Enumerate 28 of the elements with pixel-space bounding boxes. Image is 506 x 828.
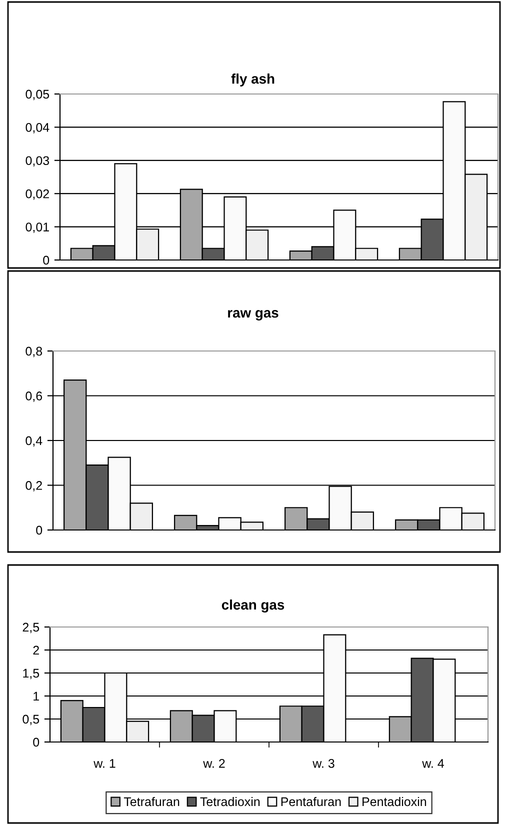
x-tick-label: w. 1 <box>94 759 116 768</box>
y-tick-label: 0,6 <box>26 392 42 402</box>
y-tick-label: 0 <box>43 256 50 265</box>
chart-title: clean gas <box>222 599 284 613</box>
y-tick-label: 0,4 <box>26 436 42 447</box>
legend-label: Tetrafuran <box>124 796 180 806</box>
x-tick-label: w. 2 <box>203 758 225 768</box>
y-tick-label: 0,2 <box>26 481 42 492</box>
x-tick-label: w. 4 <box>422 759 444 768</box>
y-tick-label: 0,05 <box>26 90 50 100</box>
y-tick-label: 1 <box>34 692 39 701</box>
y-tick-label: 2,5 <box>22 622 40 634</box>
legend-label: Tetradioxin <box>200 796 260 806</box>
y-tick-label: 0,03 <box>26 156 50 167</box>
x-tick-label: w. 3 <box>312 758 334 768</box>
y-tick-label: 0,8 <box>26 346 42 358</box>
y-tick-label: 0,04 <box>26 123 50 134</box>
chart-title: fly ash <box>231 74 274 86</box>
legend-label: Pentafuran <box>281 796 341 806</box>
legend-label: Pentadioxin <box>362 796 426 806</box>
y-tick-label: 1,5 <box>23 668 40 680</box>
y-tick-label: 0 <box>36 526 42 535</box>
y-tick-label: 0,01 <box>26 222 49 233</box>
chart-title: raw gas <box>228 310 278 320</box>
y-tick-label: 0,02 <box>26 189 49 200</box>
y-tick-label: 0,5 <box>22 714 40 726</box>
y-tick-label: 2 <box>33 646 39 655</box>
y-tick-label: 0 <box>33 738 40 747</box>
